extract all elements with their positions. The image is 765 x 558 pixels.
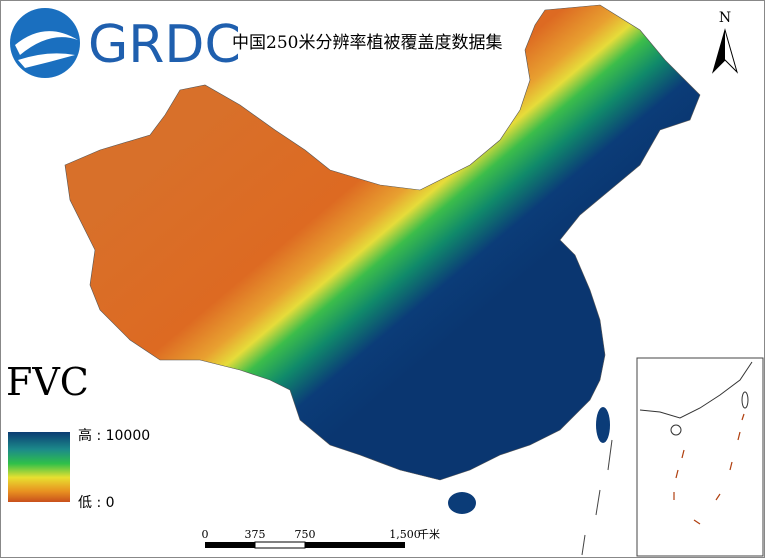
scale-label: 375: [245, 528, 266, 541]
taiwan: [596, 407, 610, 443]
north-arrow: N: [711, 10, 739, 74]
hainan: [448, 492, 476, 514]
scale-bar: 0 375 750 1,500 千米: [202, 528, 440, 549]
china-map: [64, 4, 701, 481]
inset-map: [636, 357, 764, 557]
north-label: N: [719, 10, 731, 26]
logo: GRDC: [10, 8, 241, 78]
sea-lines: [581, 439, 613, 556]
legend-low: 低 : 0: [78, 495, 115, 511]
logo-text: GRDC: [88, 15, 241, 75]
legend-high: 高 : 10000: [78, 427, 150, 444]
legend-ramp: [8, 432, 70, 502]
scale-label: 1,500: [389, 528, 421, 541]
legend-title: FVC: [6, 360, 89, 404]
scale-label: 750: [295, 528, 316, 541]
scale-unit: 千米: [418, 528, 440, 541]
scale-label: 0: [202, 528, 209, 541]
map-title: 中国250米分辨率植被覆盖度数据集: [232, 33, 502, 53]
